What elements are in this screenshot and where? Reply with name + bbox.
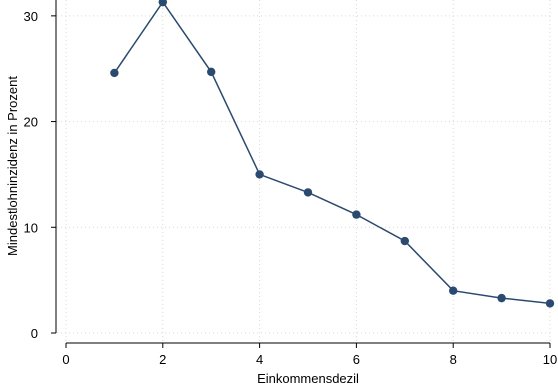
data-point-4 [255, 170, 264, 179]
x-tick-label-6: 6 [353, 352, 360, 367]
x-tick-label-8: 8 [450, 352, 457, 367]
x-tick-label-0: 0 [62, 352, 69, 367]
x-tick-label-10: 10 [543, 352, 557, 367]
x-tick-label-4: 4 [256, 352, 263, 367]
x-axis-title: Einkommensdezil [257, 371, 359, 386]
grid [57, 0, 551, 342]
y-tick-label-0: 0 [31, 326, 38, 341]
y-axis-title: Mindestlohninzidenz in Prozent [5, 76, 20, 256]
data-point-6 [352, 210, 361, 219]
y-tick-label-30: 30 [24, 9, 38, 24]
y-tick-label-10: 10 [24, 220, 38, 235]
series-line [113, 0, 551, 305]
data-point-3 [207, 67, 216, 77]
data-point-5 [303, 188, 313, 197]
data-point-1 [110, 68, 119, 78]
x-axis-ticks: 0 2 4 6 8 10 [62, 343, 557, 367]
y-tick-label-20: 20 [24, 115, 38, 130]
data-point-8 [449, 286, 458, 295]
data-point-9 [497, 293, 506, 303]
data-point-2 [158, 0, 167, 7]
data-point-10 [545, 299, 555, 308]
data-points [110, 0, 555, 308]
y-axis-ticks: 0 10 20 30 [24, 9, 56, 341]
data-point-7 [400, 236, 409, 246]
x-tick-label-2: 2 [159, 352, 166, 367]
